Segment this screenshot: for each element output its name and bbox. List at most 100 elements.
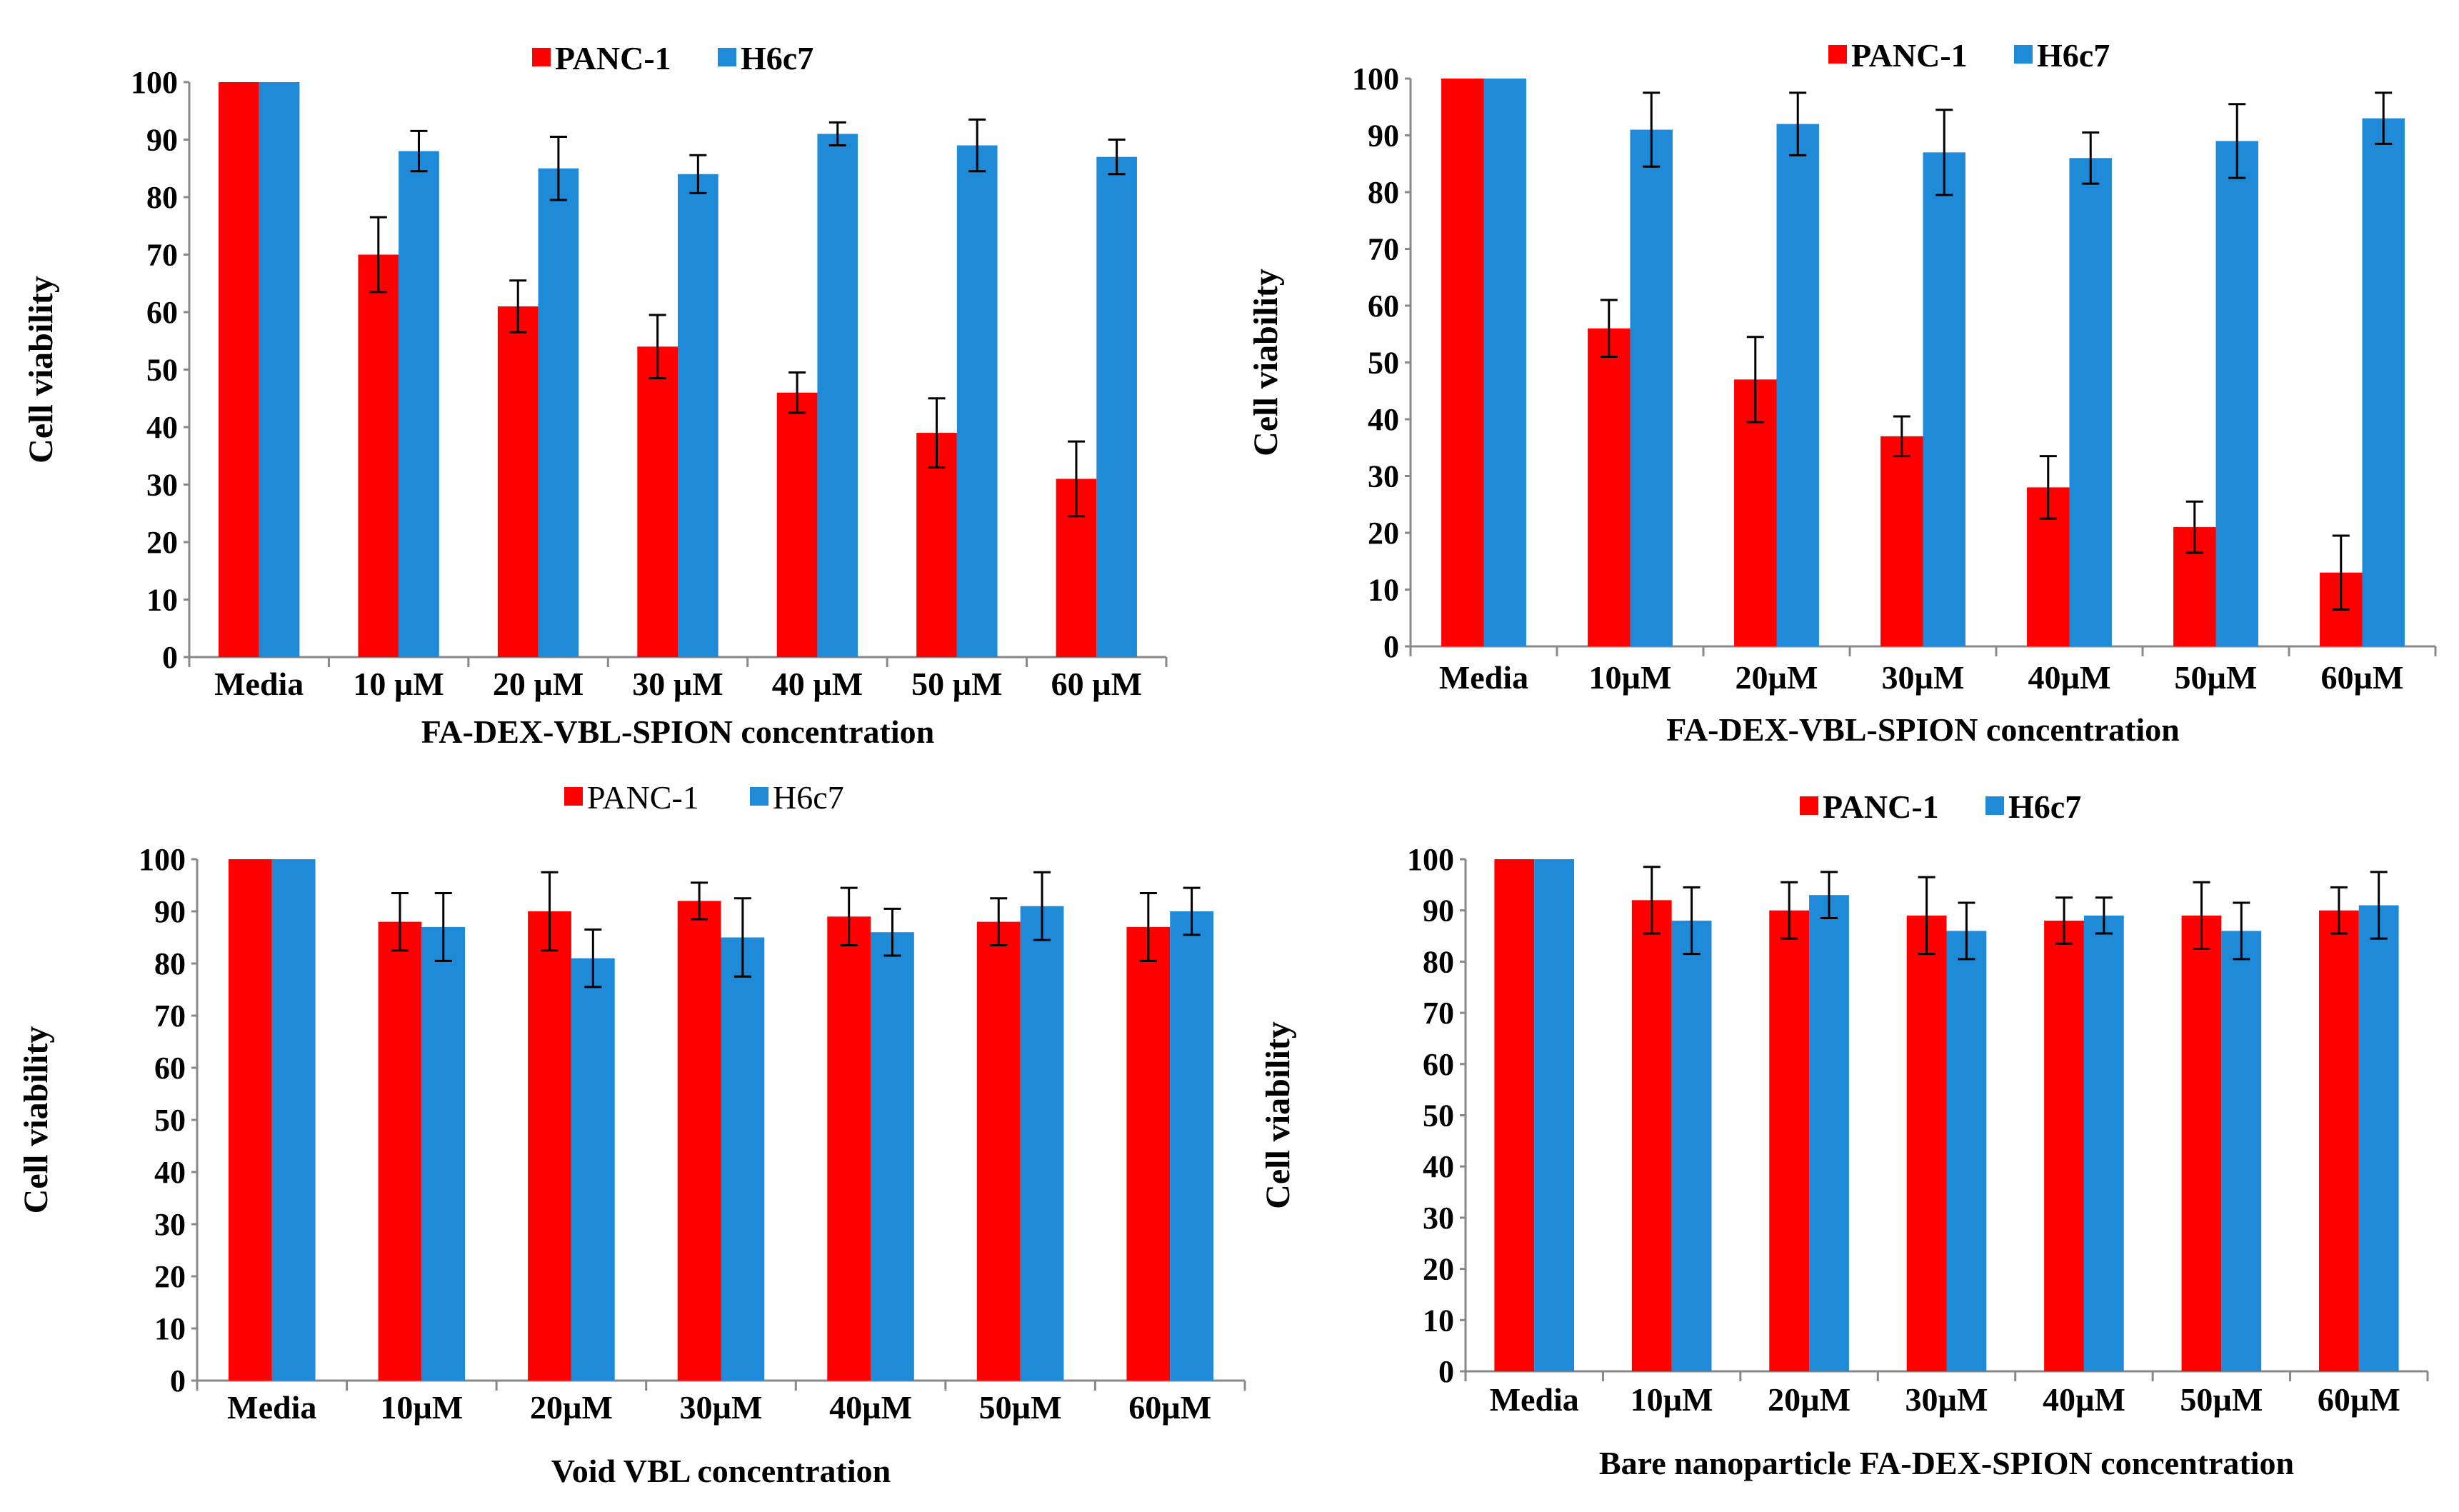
y-tick-label: 50 (146, 353, 178, 388)
chart-panel-3: 0 10 20 30 40 50 60 70 80 90 100 Media 10µM 20µM 30µM 4… (17, 779, 1246, 1489)
y-tick-label: 80 (1423, 944, 1454, 979)
legend-label: H6c7 (2008, 788, 2081, 825)
y-tick-label: 20 (154, 1259, 186, 1294)
y-tick-label: 100 (1352, 61, 1399, 96)
bar-panc-1 (1126, 926, 1171, 1381)
bar-h6c7 (1671, 921, 1712, 1371)
bar-panc-1 (2044, 921, 2084, 1371)
y-axis-label: Cell viability (1259, 1021, 1297, 1209)
bar-h6c7 (2362, 118, 2405, 646)
bar-panc-1 (528, 911, 571, 1381)
legend-label: PANC-1 (1851, 37, 1968, 74)
legend-swatch-h6c7 (718, 48, 736, 66)
y-tick-label: 30 (1423, 1201, 1454, 1236)
x-tick-label: 20µM (1768, 1381, 1850, 1418)
bar-h6c7 (1534, 859, 1575, 1371)
bar-h6c7 (1020, 906, 1064, 1381)
y-tick-label: 70 (1368, 232, 1399, 267)
legend-swatch-h6c7 (2014, 45, 2033, 64)
y-tick-label: 90 (154, 894, 186, 929)
bar-panc-1 (1734, 379, 1777, 646)
x-tick-label: Media (214, 666, 304, 702)
y-tick-label: 40 (1368, 402, 1399, 437)
bar-h6c7 (817, 134, 858, 657)
legend-label: PANC-1 (555, 40, 671, 76)
bar-panc-1 (2318, 910, 2359, 1371)
x-tick-label: 40µM (2043, 1381, 2125, 1418)
y-tick-label: 10 (1423, 1303, 1454, 1338)
y-tick-label: 0 (170, 1363, 186, 1398)
y-tick-label: 60 (146, 295, 178, 330)
legend-swatch-panc-1 (1828, 45, 1847, 64)
bar-panc-1 (1588, 328, 1631, 646)
bar-panc-1 (1880, 436, 1923, 646)
x-tick-label: 30µM (1882, 659, 1965, 696)
x-tick-label: 40µM (2028, 659, 2111, 696)
bar-h6c7 (721, 937, 765, 1381)
x-tick-label: 10µM (1631, 1381, 1713, 1418)
chart-panel-1: 0 10 20 30 40 50 60 70 80 90 100 Media 10 µM 20 µM 30 … (22, 40, 1168, 750)
y-tick-label: 20 (1423, 1252, 1454, 1287)
y-tick-label: 30 (146, 468, 178, 503)
x-axis-label: Bare nanoparticle FA-DEX-SPION concentra… (1599, 1445, 2294, 1481)
legend-label: PANC-1 (1823, 788, 1939, 825)
y-tick-label: 70 (154, 998, 186, 1033)
x-tick-label: Media (1490, 1381, 1579, 1418)
bar-panc-1 (229, 859, 272, 1381)
legend-swatch-panc-1 (564, 787, 583, 806)
y-tick-label: 90 (1368, 119, 1399, 154)
y-axis-label: Cell viability (17, 1026, 55, 1214)
bar-h6c7 (2069, 158, 2112, 647)
legend-label: H6c7 (2037, 37, 2110, 74)
x-tick-label: 60µM (2318, 1381, 2400, 1418)
y-tick-label: 30 (1368, 459, 1399, 494)
y-tick-label: 40 (146, 410, 178, 445)
legend-label: H6c7 (741, 40, 813, 76)
y-tick-label: 20 (146, 525, 178, 560)
bar-h6c7 (1923, 152, 1965, 647)
legend-label: PANC-1 (587, 779, 699, 816)
y-tick-label: 100 (131, 65, 178, 100)
y-tick-label: 90 (1423, 893, 1454, 928)
bar-h6c7 (538, 168, 579, 657)
bar-h6c7 (1809, 895, 1849, 1371)
y-tick-label: 50 (154, 1103, 186, 1138)
bar-panc-1 (378, 921, 422, 1381)
x-tick-label: 40µM (829, 1389, 912, 1426)
bar-panc-1 (1769, 910, 1810, 1371)
bar-h6c7 (956, 145, 998, 658)
y-tick-label: 10 (1368, 573, 1399, 608)
x-tick-label: Media (227, 1389, 316, 1426)
bar-panc-1 (2181, 915, 2222, 1371)
x-tick-label: 20µM (1736, 659, 1818, 696)
bar-h6c7 (1946, 931, 1987, 1371)
x-tick-label: 60 µM (1051, 666, 1142, 702)
y-tick-label: 100 (139, 842, 186, 877)
y-tick-label: 80 (1368, 175, 1399, 210)
bar-panc-1 (827, 916, 871, 1381)
y-tick-label: 50 (1423, 1098, 1454, 1133)
bar-panc-1 (1441, 79, 1484, 646)
y-tick-label: 30 (154, 1207, 186, 1242)
bar-h6c7 (2215, 141, 2258, 646)
x-tick-label: 30µM (1905, 1381, 1988, 1418)
bar-panc-1 (637, 346, 678, 657)
y-tick-label: 0 (1383, 629, 1399, 664)
x-tick-label: 30 µM (632, 666, 723, 702)
x-tick-label: 30µM (680, 1389, 763, 1426)
x-tick-label: 40 µM (772, 666, 863, 702)
bar-panc-1 (219, 82, 259, 657)
x-tick-label: 10 µM (353, 666, 444, 702)
bar-h6c7 (399, 151, 439, 658)
bar-h6c7 (1096, 156, 1137, 657)
y-tick-label: 70 (1423, 996, 1454, 1031)
y-tick-label: 10 (146, 583, 178, 618)
x-tick-label: 20 µM (493, 666, 584, 702)
bar-panc-1 (776, 392, 818, 657)
y-tick-label: 70 (146, 238, 178, 273)
y-tick-label: 0 (1438, 1354, 1454, 1389)
bar-h6c7 (1483, 79, 1526, 646)
y-tick-label: 40 (1423, 1149, 1454, 1184)
chart-panel-4: 0 10 20 30 40 50 60 70 80 90 100 Media 10µM 20µM 30µM 4… (1259, 788, 2429, 1481)
